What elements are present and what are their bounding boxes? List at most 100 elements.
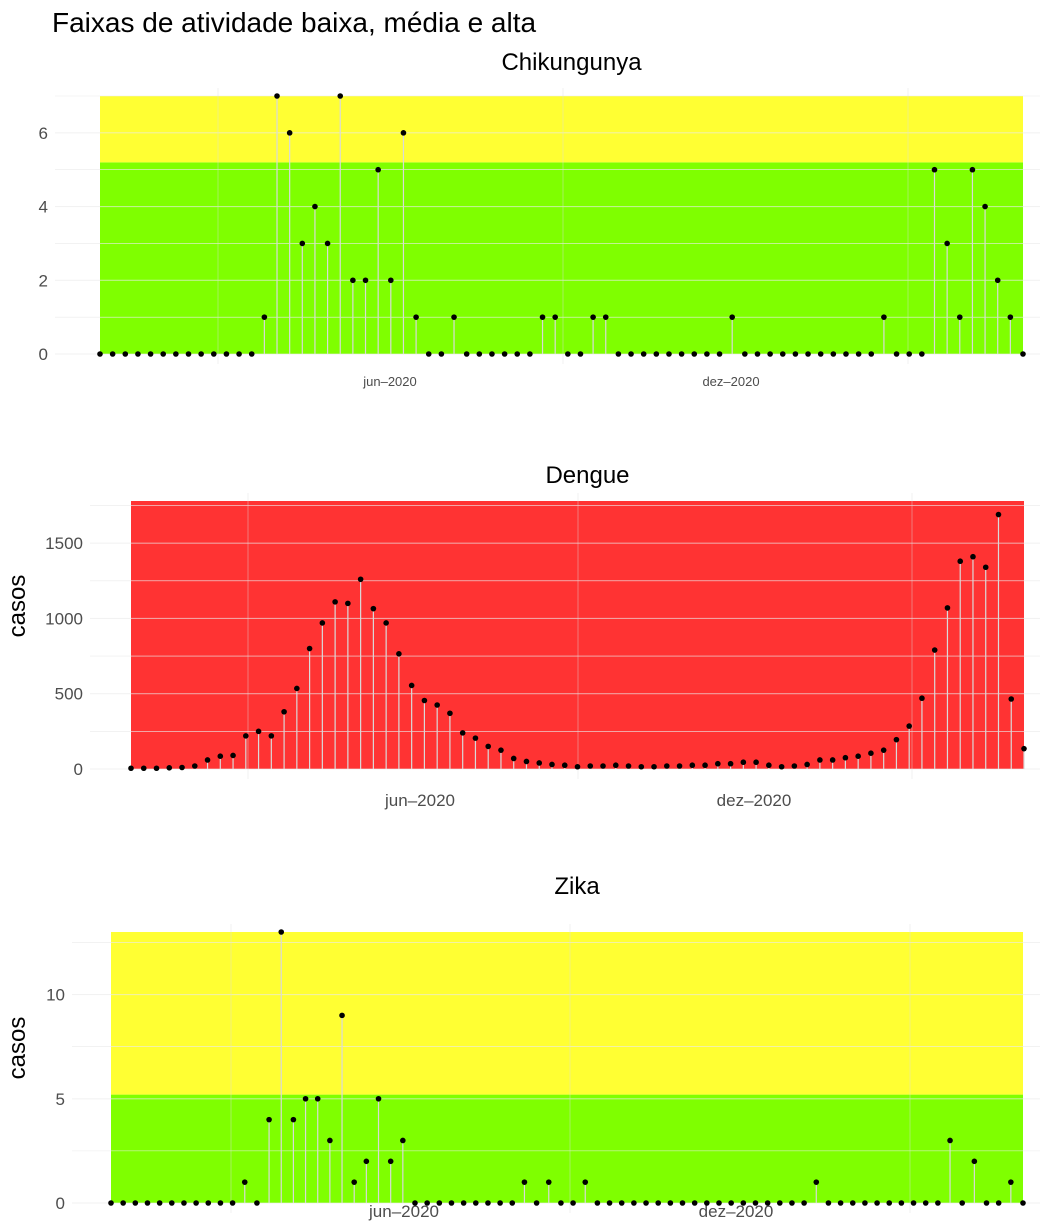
data-point [230,752,236,759]
data-point [327,1137,333,1144]
data-point [413,314,419,320]
data-point [643,1200,649,1206]
data-point [425,351,432,357]
data-point [132,1200,139,1206]
data-point [830,351,837,357]
data-point [729,314,735,320]
data-point [204,757,211,763]
data-point [362,277,369,284]
data-point [357,576,364,583]
data-point [874,1200,880,1206]
data-point [166,764,173,771]
data-point [536,760,543,766]
data-point [590,314,596,320]
data-point [217,753,224,760]
data-point [565,351,571,357]
data-point [944,605,951,611]
data-point [324,240,331,247]
data-point [628,351,634,357]
data-point [764,1200,771,1206]
data-point [248,351,255,357]
y-tick-label: 0 [56,1194,65,1213]
data-point [969,166,976,173]
y-tick-label: 5 [56,1090,65,1109]
data-point [153,765,160,772]
data-point [332,599,338,605]
data-point [570,1200,576,1206]
data-point [849,1200,856,1206]
data-point [843,351,849,357]
data-point [156,1200,163,1206]
data-point [618,1200,625,1206]
data-point [1008,696,1015,702]
activity-band-1 [100,96,1023,163]
data-point [898,1200,905,1206]
panel-title: Zika [554,873,600,900]
x-tick-label: jun–2020 [384,791,455,810]
data-point [727,760,734,767]
data-point [408,682,415,689]
data-point [448,1200,455,1206]
y-tick-label: 10 [46,986,65,1005]
data-point [144,1200,151,1206]
y-axis-label: casos [4,1017,31,1080]
data-point [539,314,546,320]
data-point [421,697,428,704]
data-point [140,765,147,772]
data-point [498,747,504,753]
data-point [497,1200,503,1206]
data-point [702,762,708,769]
data-point [241,1179,248,1185]
data-point [312,203,318,210]
data-point [1007,314,1014,320]
data-point [716,1200,722,1206]
data-point [460,1200,467,1206]
data-point [302,1095,309,1102]
data-point [767,351,773,357]
data-point [135,351,141,357]
activity-band-0 [111,1094,1023,1203]
x-tick-label: jun–2020 [368,1202,439,1221]
data-point [319,620,326,626]
data-point [678,351,685,357]
data-point [715,760,721,767]
data-point [919,351,925,357]
data-point [805,351,811,357]
x-tick-label: dez–2020 [702,374,759,389]
y-tick-label: 0 [39,345,48,364]
data-point [523,758,530,765]
data-point [957,558,964,565]
data-point [489,351,495,357]
data-point [387,1158,394,1165]
data-point [886,1200,893,1206]
data-point [982,203,988,210]
data-point [169,1200,175,1206]
data-point [906,723,912,729]
data-point [286,130,293,136]
data-point [173,351,179,357]
data-point [266,1116,272,1123]
data-point [268,733,275,739]
data-point [545,1179,552,1185]
data-point [179,764,185,771]
data-point [552,314,558,320]
data-point [791,763,798,769]
activity-band-0 [100,162,1023,354]
data-point [436,1200,443,1206]
data-point [191,763,198,769]
data-point [804,761,810,768]
data-point [653,351,660,357]
data-point [383,620,389,626]
data-point [638,763,645,770]
data-point [893,736,900,743]
data-point [120,1200,126,1206]
data-point [1021,745,1027,752]
data-point [128,765,134,772]
data-point [829,757,836,763]
data-point [447,710,453,717]
data-point [582,1179,589,1185]
data-point [615,351,622,357]
data-point [742,351,748,357]
data-point [893,351,900,357]
data-point [350,277,356,284]
